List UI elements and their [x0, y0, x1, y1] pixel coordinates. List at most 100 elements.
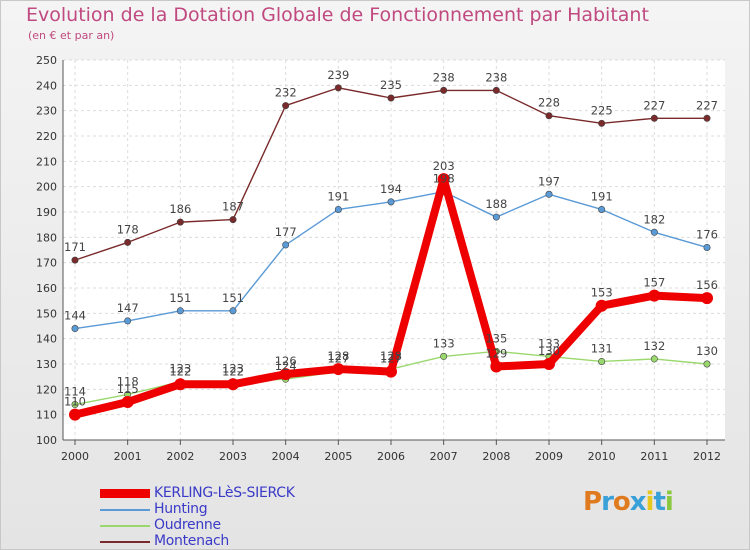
y-tick-label: 180 — [36, 231, 57, 244]
y-tick-label: 140 — [36, 333, 57, 346]
data-label-kerling-l-s-sierck: 115 — [117, 382, 139, 396]
data-label-montenach: 178 — [117, 222, 139, 236]
data-point-kerling-l-s-sierck — [121, 396, 134, 408]
data-label-hunting: 177 — [275, 225, 297, 239]
proxiti-logo: Proxiti — [583, 487, 674, 517]
data-point-kerling-l-s-sierck — [227, 378, 239, 391]
data-label-kerling-l-s-sierck: 203 — [433, 159, 455, 173]
data-label-montenach: 232 — [275, 86, 297, 100]
y-tick-label: 190 — [36, 206, 57, 219]
data-point-kerling-l-s-sierck — [437, 173, 450, 186]
data-point-hunting — [492, 213, 500, 221]
data-point-montenach — [492, 86, 500, 94]
data-label-kerling-l-s-sierck: 110 — [64, 395, 86, 409]
data-point-kerling-l-s-sierck — [490, 360, 503, 373]
legend-swatch-oudrenne — [100, 525, 150, 527]
y-tick-label: 200 — [36, 181, 57, 194]
data-point-kerling-l-s-sierck — [595, 299, 608, 312]
legend-label-hunting: Hunting — [154, 501, 208, 517]
data-point-hunting — [124, 317, 132, 325]
data-label-hunting: 198 — [433, 172, 455, 186]
y-tick-label: 120 — [36, 383, 57, 396]
data-label-hunting: 144 — [64, 309, 86, 323]
data-label-montenach: 238 — [433, 70, 455, 84]
legend-label-montenach: Montenach — [154, 533, 229, 549]
data-label-oudrenne: 135 — [485, 331, 507, 345]
data-label-kerling-l-s-sierck: 128 — [327, 349, 349, 363]
data-point-hunting — [334, 205, 342, 213]
data-point-montenach — [229, 216, 237, 224]
y-tick-label: 150 — [36, 307, 57, 320]
data-label-oudrenne: 124 — [275, 359, 297, 373]
y-tick-label: 210 — [36, 155, 57, 168]
chart-title: Evolution de la Dotation Globale de Fonc… — [26, 4, 649, 26]
data-point-kerling-l-s-sierck — [174, 378, 187, 391]
data-label-oudrenne: 133 — [433, 336, 455, 350]
grid-layer — [63, 59, 725, 441]
data-point-oudrenne — [598, 357, 606, 365]
data-point-oudrenne — [71, 401, 79, 409]
data-label-montenach: 171 — [64, 240, 86, 254]
legend-label-kerling: KERLING-LèS-SIERCK — [154, 485, 295, 501]
data-point-oudrenne — [650, 355, 658, 363]
legend-swatch-hunting — [100, 509, 150, 511]
data-label-hunting: 151 — [169, 291, 191, 305]
x-tick-label: 2003 — [219, 450, 247, 463]
y-tick-label: 130 — [36, 358, 57, 371]
x-tick-label: 2010 — [588, 450, 616, 463]
data-point-oudrenne — [440, 352, 448, 360]
data-label-montenach: 239 — [327, 68, 349, 82]
data-point-kerling-l-s-sierck — [279, 368, 292, 381]
data-label-oudrenne: 114 — [64, 385, 86, 399]
x-tick-label: 2004 — [272, 450, 300, 463]
data-point-hunting — [703, 243, 711, 251]
data-label-oudrenne: 131 — [591, 341, 613, 355]
y-tick-label: 110 — [36, 409, 57, 422]
data-label-oudrenne: 132 — [643, 339, 665, 353]
x-tick-label: 2011 — [640, 450, 668, 463]
y-tick-label: 230 — [36, 105, 57, 118]
logo-letter-o: o — [612, 487, 631, 517]
y-tick-label: 240 — [36, 79, 57, 92]
data-point-montenach — [598, 119, 606, 127]
data-label-kerling-l-s-sierck: 126 — [275, 354, 297, 368]
data-label-hunting: 176 — [696, 227, 718, 241]
plot-background — [63, 60, 725, 440]
data-point-kerling-l-s-sierck — [385, 365, 397, 378]
series-layer — [69, 84, 713, 421]
data-label-kerling-l-s-sierck: 153 — [591, 286, 613, 300]
legend-swatch-kerling — [100, 489, 150, 498]
data-label-kerling-l-s-sierck: 122 — [222, 364, 244, 378]
y-tick-label: 160 — [36, 282, 57, 295]
data-label-kerling-l-s-sierck: 129 — [485, 347, 507, 361]
data-point-montenach — [282, 102, 290, 110]
x-tick-label: 2009 — [535, 450, 563, 463]
data-point-hunting — [387, 198, 395, 206]
logo-letter-i: i — [645, 487, 655, 517]
data-point-hunting — [229, 307, 237, 315]
data-point-kerling-l-s-sierck — [332, 363, 345, 376]
data-label-kerling-l-s-sierck: 127 — [380, 352, 402, 366]
legend-label-oudrenne: Oudrenne — [154, 517, 221, 533]
data-label-hunting: 194 — [380, 182, 402, 196]
x-tick-label: 2005 — [324, 450, 352, 463]
data-point-kerling-l-s-sierck — [701, 292, 713, 305]
y-tick-label: 170 — [36, 257, 57, 270]
data-point-montenach — [176, 218, 184, 226]
y-tick-label: 250 — [36, 54, 57, 67]
data-label-oudrenne: 128 — [380, 349, 402, 363]
data-label-montenach: 225 — [591, 103, 613, 117]
x-tick-label: 2002 — [166, 450, 194, 463]
x-tick-label: 2012 — [693, 450, 721, 463]
legend-swatch-montenach — [100, 541, 150, 543]
data-label-hunting: 182 — [643, 212, 665, 226]
x-tick-label: 2001 — [114, 450, 142, 463]
data-point-montenach — [387, 94, 395, 102]
x-tick-label: 2007 — [430, 450, 458, 463]
logo-letter-r: r — [601, 487, 614, 517]
data-point-hunting — [176, 307, 184, 315]
data-point-montenach — [545, 112, 553, 120]
logo-letter-t: t — [653, 487, 665, 517]
data-label-kerling-l-s-sierck: 122 — [169, 364, 191, 378]
data-label-montenach: 228 — [538, 96, 560, 110]
